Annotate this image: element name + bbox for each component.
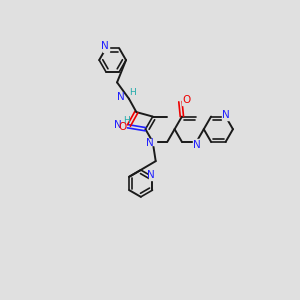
Text: N: N	[114, 120, 122, 130]
Text: N: N	[193, 140, 200, 150]
Text: H: H	[129, 88, 136, 97]
Text: O: O	[183, 95, 191, 105]
Text: H: H	[123, 116, 130, 125]
Text: N: N	[222, 110, 230, 120]
Bar	[193, 139, 200, 145]
Text: N: N	[147, 170, 155, 180]
Bar	[222, 113, 229, 120]
Bar	[149, 139, 156, 145]
Text: N: N	[101, 41, 109, 51]
Bar	[149, 173, 156, 180]
Text: O: O	[118, 122, 127, 132]
Text: N: N	[117, 92, 124, 102]
Bar	[182, 98, 188, 105]
Bar	[103, 45, 109, 52]
Text: N: N	[146, 138, 154, 148]
